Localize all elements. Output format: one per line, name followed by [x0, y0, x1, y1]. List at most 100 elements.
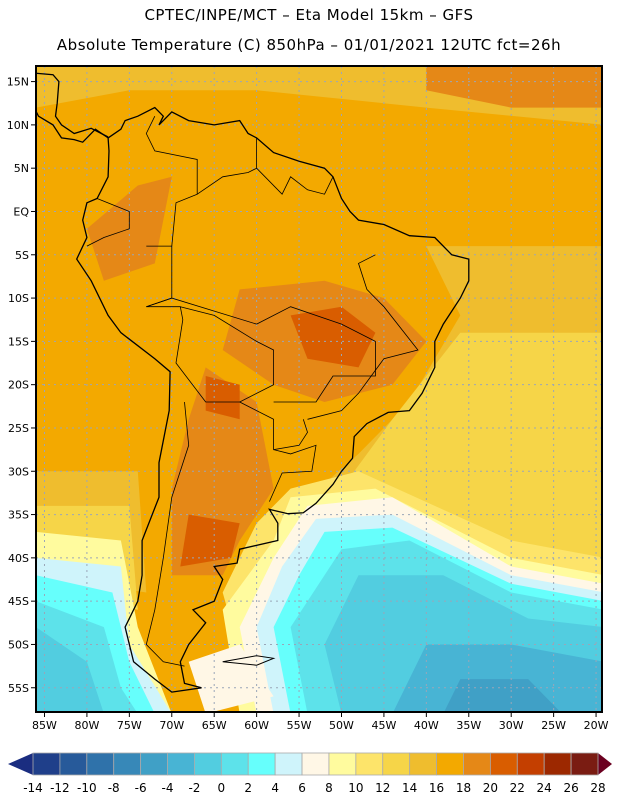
country-border — [86, 198, 130, 247]
country-border — [307, 254, 419, 420]
colorbar-label: -2 — [188, 781, 200, 795]
colorbar-swatch — [463, 752, 491, 776]
colorbar-label: -14 — [23, 781, 43, 795]
lat-tick-label: 15N — [7, 76, 29, 89]
colorbar-label: 0 — [218, 781, 226, 795]
country-border — [269, 444, 317, 502]
country-border — [145, 116, 198, 247]
colorbar-label: 20 — [483, 781, 498, 795]
caribbean-coast — [36, 72, 109, 138]
temperature-contour — [180, 514, 240, 567]
colorbar: -14 -12 -10 -8 -6 -4 -2 0 2 4 6 8 10 12 14 16 18 20 22 24 26… — [8, 752, 612, 795]
colorbar-label: 6 — [298, 781, 306, 795]
colorbar-label: 2 — [244, 781, 252, 795]
lat-tick-label: 10S — [8, 292, 29, 305]
colorbar-label: 12 — [375, 781, 390, 795]
lon-tick-label: 75W — [117, 719, 142, 732]
lat-tick-label: 25S — [8, 422, 29, 435]
map-frame — [35, 65, 603, 713]
lon-tick-label: 30W — [499, 719, 524, 732]
axis-ticks: 15N 10N 5N EQ 5S 10S 15S 20S 25S 30S 35S 40S 45S 50S 5… — [7, 76, 609, 732]
temperature-contour — [290, 306, 376, 368]
lat-tick-label: 10N — [7, 119, 29, 132]
colorbar-label: 10 — [348, 781, 363, 795]
lon-tick-label: 60W — [244, 719, 269, 732]
temperature-contour — [393, 644, 602, 712]
lat-tick-label: 35S — [8, 509, 29, 522]
colorbar-swatch — [301, 752, 330, 776]
colorbar-label: 16 — [429, 781, 444, 795]
lon-tick-label: 45W — [371, 719, 396, 732]
colorbar-swatch — [489, 752, 518, 776]
lat-tick-label: 55S — [8, 682, 29, 695]
falkland-islands — [222, 655, 276, 666]
colorbar-label: -8 — [108, 781, 120, 795]
colorbar-swatch — [570, 752, 599, 776]
central-america-coast — [36, 109, 109, 143]
colorbar-swatch — [516, 752, 545, 776]
lat-tick-label: 50S — [8, 638, 29, 651]
lon-tick-label: 55W — [287, 719, 312, 732]
colorbar-swatch — [86, 752, 115, 776]
colorbar-swatch — [409, 752, 437, 776]
temperature-contour — [426, 66, 602, 108]
lat-tick-label: 15S — [8, 335, 29, 348]
colorbar-swatch — [328, 752, 357, 776]
colorbar-label: 4 — [271, 781, 279, 795]
temperature-contour — [444, 679, 561, 712]
colorbar-label: -4 — [162, 781, 174, 795]
country-border — [256, 306, 376, 403]
colorbar-swatch — [274, 752, 303, 776]
colorbar-swatch — [140, 752, 168, 776]
lat-tick-label: 5S — [15, 249, 29, 262]
lat-tick-label: 45S — [8, 595, 29, 608]
colorbar-swatch — [436, 752, 464, 776]
lon-tick-label: 40W — [414, 719, 439, 732]
colorbar-swatch — [194, 752, 222, 776]
colorbar-label: -6 — [135, 781, 147, 795]
lon-tick-label: 35W — [456, 719, 481, 732]
lat-tick-label: 5N — [14, 162, 29, 175]
colorbar-over-arrow — [598, 753, 612, 775]
lat-tick-label: 20S — [8, 379, 29, 392]
lon-tick-label: 50W — [329, 719, 354, 732]
temperature-field — [36, 66, 602, 712]
colorbar-swatch — [247, 752, 276, 776]
lon-tick-label: 85W — [32, 719, 57, 732]
lon-tick-label: 65W — [202, 719, 227, 732]
colorbar-label: 14 — [402, 781, 417, 795]
colorbar-label: 18 — [456, 781, 471, 795]
lat-tick-label: EQ — [13, 205, 29, 218]
colorbar-label: 24 — [537, 781, 552, 795]
colorbar-label: -12 — [50, 781, 70, 795]
colorbar-swatch — [220, 752, 249, 776]
temperature-contour — [188, 644, 274, 712]
lon-tick-label: 20W — [584, 719, 609, 732]
colorbar-swatch — [59, 752, 88, 776]
country-border — [145, 401, 190, 667]
temperature-map: 15N 10N 5N EQ 5S 10S 15S 20S 25S 30S 35S 40S 45S 50S 5… — [7, 65, 609, 732]
map-subtitle: Absolute Temperature (C) 850hPa – 01/01/… — [56, 36, 562, 54]
country-border — [239, 401, 308, 451]
colorbar-swatch — [113, 752, 142, 776]
colorbar-swatch — [382, 752, 411, 776]
country-border — [146, 297, 257, 325]
colorbar-under-arrow — [8, 753, 33, 775]
south-america-coast — [75, 106, 470, 693]
colorbar-label: 28 — [590, 781, 605, 795]
colorbar-swatch — [543, 752, 572, 776]
lon-tick-label: 80W — [74, 719, 99, 732]
lat-tick-label: 30S — [8, 465, 29, 478]
colorbar-label: 26 — [563, 781, 578, 795]
country-border — [256, 167, 334, 195]
lon-tick-label: 25W — [541, 719, 566, 732]
colorbar-label: 22 — [510, 781, 525, 795]
colorbar-label: -10 — [77, 781, 97, 795]
colorbar-swatch — [167, 752, 195, 776]
lon-tick-label: 70W — [159, 719, 184, 732]
lat-tick-label: 40S — [8, 552, 29, 565]
map-title: CPTEC/INPE/MCT – Eta Model 15km – GFS — [144, 6, 474, 24]
coastline — [36, 72, 470, 693]
graticule — [36, 66, 602, 712]
colorbar-swatch — [355, 752, 384, 776]
